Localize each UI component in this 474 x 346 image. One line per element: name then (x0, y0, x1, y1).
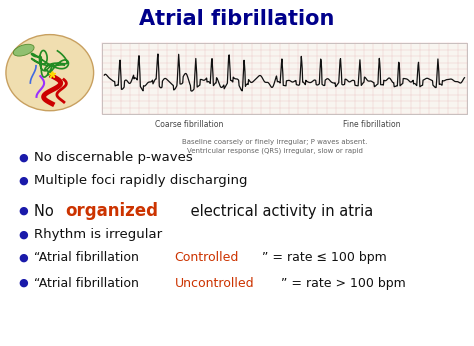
Text: ●: ● (18, 153, 27, 162)
Text: electrical activity in atria: electrical activity in atria (186, 203, 373, 219)
Text: No: No (34, 203, 58, 219)
Text: Baseline coarsely or finely irregular; P waves absent.
Ventricular response (QRS: Baseline coarsely or finely irregular; P… (182, 139, 368, 154)
Text: ●: ● (18, 253, 27, 263)
Text: ●: ● (18, 206, 27, 216)
Ellipse shape (13, 44, 34, 56)
Text: ●: ● (18, 278, 27, 288)
Text: ” = rate > 100 bpm: ” = rate > 100 bpm (277, 276, 406, 290)
Text: No discernable p-waves: No discernable p-waves (34, 151, 193, 164)
Ellipse shape (6, 35, 93, 111)
Text: Multiple foci rapidly discharging: Multiple foci rapidly discharging (34, 174, 247, 187)
Text: “Atrial fibrillation: “Atrial fibrillation (34, 276, 143, 290)
Text: Rhythm is irregular: Rhythm is irregular (34, 228, 162, 241)
Text: ” = rate ≤ 100 bpm: ” = rate ≤ 100 bpm (258, 251, 386, 264)
Text: Coarse fibrillation: Coarse fibrillation (155, 120, 224, 129)
Text: Atrial fibrillation: Atrial fibrillation (139, 9, 335, 29)
Text: ●: ● (18, 230, 27, 239)
FancyBboxPatch shape (102, 43, 467, 114)
Text: Fine fibrillation: Fine fibrillation (343, 120, 401, 129)
Text: “Atrial fibrillation: “Atrial fibrillation (34, 251, 143, 264)
Text: Uncontrolled: Uncontrolled (174, 276, 254, 290)
Text: Controlled: Controlled (174, 251, 239, 264)
Text: organized: organized (65, 202, 159, 220)
Text: ●: ● (18, 176, 27, 185)
